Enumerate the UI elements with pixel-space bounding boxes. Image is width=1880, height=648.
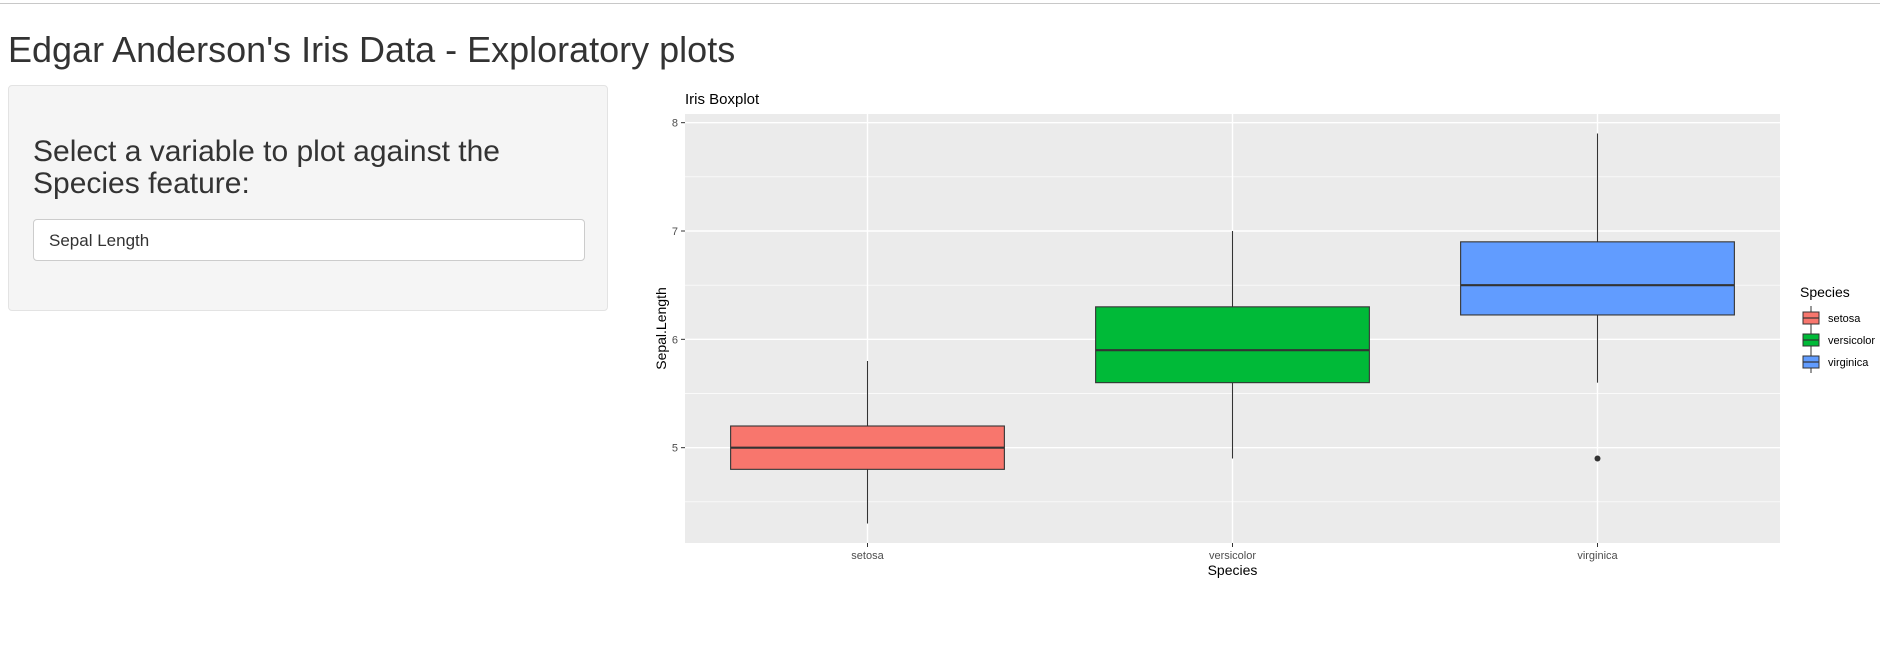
box-versicolor	[1095, 231, 1370, 459]
y-tick-label: 7	[672, 226, 678, 238]
variable-select[interactable]: Sepal Length	[33, 219, 585, 261]
top-border-line	[0, 3, 1880, 4]
y-tick-label: 5	[672, 443, 678, 455]
legend-title: Species	[1800, 284, 1850, 300]
variable-select-label: Select a variable to plot against the Sp…	[33, 135, 500, 200]
y-tick-label: 6	[672, 334, 678, 346]
chart-title: Iris Boxplot	[685, 91, 760, 108]
box-iqr	[1095, 306, 1370, 384]
x-tick-label: versicolor	[1209, 550, 1256, 562]
x-tick-label: virginica	[1577, 550, 1618, 562]
legend-entry-versicolor: versicolor	[1802, 328, 1875, 351]
legend: Species setosa versicolor virginica	[1800, 284, 1875, 373]
boxplot-svg: Iris Boxplot 5 6 7 8 setosa versicolor virgin…	[653, 91, 1875, 578]
x-tick-label: setosa	[851, 550, 884, 562]
legend-label: versicolor	[1828, 335, 1875, 347]
box-virginica	[1460, 133, 1735, 462]
legend-entry-setosa: setosa	[1802, 306, 1861, 329]
legend-label: virginica	[1828, 357, 1869, 369]
y-tick-label: 8	[672, 118, 678, 130]
x-axis: setosa versicolor virginica	[851, 543, 1619, 562]
outlier-point	[1594, 455, 1601, 462]
box-setosa	[730, 361, 1005, 524]
box-iqr	[1460, 241, 1735, 316]
y-axis-title: Sepal.Length	[653, 287, 669, 370]
boxes-layer	[730, 133, 1735, 524]
y-axis: 5 6 7 8	[672, 118, 685, 455]
legend-label: setosa	[1828, 313, 1861, 325]
x-axis-title: Species	[1208, 562, 1258, 578]
variable-select-value: Sepal Length	[49, 231, 150, 250]
page-title: Edgar Anderson's Iris Data - Exploratory…	[8, 29, 736, 70]
boxplot-chart: Iris Boxplot 5 6 7 8 setosa versicolor virgin…	[650, 86, 1880, 591]
sidebar-panel: Select a variable to plot against the Sp…	[8, 85, 608, 311]
legend-entry-virginica: virginica	[1802, 350, 1869, 373]
